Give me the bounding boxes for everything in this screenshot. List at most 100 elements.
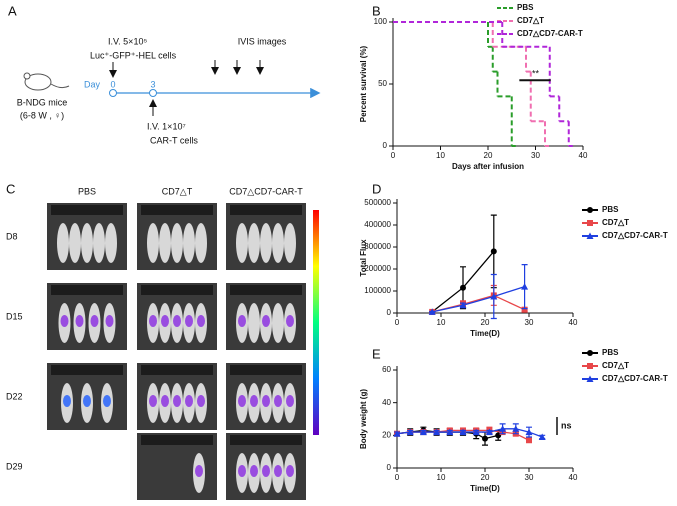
mouse-icon: [24, 73, 52, 91]
signal: [274, 465, 282, 477]
x-tick-label: 0: [391, 151, 396, 160]
y-tick-label: 20: [382, 430, 391, 439]
signal: [262, 465, 270, 477]
signal: [173, 315, 181, 327]
mouse-image: [147, 223, 159, 263]
data-point: [433, 428, 441, 436]
imaging-text: IVIS images: [238, 36, 287, 46]
data-point: [460, 284, 466, 291]
signal: [262, 395, 270, 407]
column-header: CD7△T: [162, 186, 193, 196]
x-tick-label: 40: [569, 473, 578, 482]
image-header: [230, 365, 302, 375]
data-point: [586, 232, 594, 239]
mouse-image: [159, 223, 171, 263]
row-label: D29: [6, 461, 23, 471]
y-tick-label: 100000: [364, 286, 391, 295]
y-tick-label: 100: [374, 17, 388, 26]
image-header: [141, 205, 213, 215]
signal: [286, 465, 294, 477]
mouse-image: [260, 223, 272, 263]
day-label: Day: [84, 79, 101, 89]
x-tick-label: 0: [395, 318, 400, 327]
mice-label: B-NDG mice: [17, 97, 68, 107]
y-axis-title: Total Flux: [359, 239, 368, 277]
column-header: PBS: [78, 186, 96, 196]
signal: [238, 465, 246, 477]
data-point: [490, 293, 498, 300]
panel-label: B: [372, 3, 381, 18]
signal: [262, 315, 270, 327]
y-tick-label: 0: [387, 308, 392, 317]
mouse-image: [81, 223, 93, 263]
data-point: [538, 433, 546, 440]
mouse-image: [183, 223, 195, 263]
injection-text: I.V. 1×10⁷: [147, 121, 186, 131]
injection-text: I.V. 5×10⁵: [108, 36, 147, 46]
data-point: [526, 437, 532, 444]
image-header: [51, 365, 123, 375]
day: 3: [150, 79, 155, 89]
panel-c: C PBS CD7△T CD7△CD7-CAR-T D8 D15 D22 D29: [6, 181, 319, 500]
data-point: [490, 248, 497, 255]
mouse-image: [105, 223, 117, 263]
y-tick-label: 0: [387, 463, 392, 472]
signal: [103, 395, 111, 407]
data-point: [587, 220, 593, 226]
data-point: [393, 430, 401, 437]
data-point: [485, 428, 493, 436]
color-bar: [313, 210, 319, 435]
x-axis-title: Days after infusion: [452, 162, 524, 171]
data-point: [587, 350, 593, 356]
image-header: [51, 205, 123, 215]
signal: [149, 395, 157, 407]
signal: [161, 315, 169, 327]
mouse-image: [195, 223, 207, 263]
data-point: [428, 308, 436, 315]
legend-label: CD7△T: [517, 16, 544, 25]
injection-text: Luc⁺-GFP⁺-HEL cells: [90, 50, 177, 60]
image-header: [141, 285, 213, 295]
y-tick-label: 0: [383, 141, 388, 150]
image-header: [230, 285, 302, 295]
mouse-image: [69, 223, 81, 263]
y-tick-label: 400000: [364, 220, 391, 229]
y-tick-label: 50: [378, 79, 387, 88]
mouse-image: [57, 223, 69, 263]
signal: [173, 395, 181, 407]
y-axis-title: Percent survival (%): [359, 45, 368, 122]
row-label: D8: [6, 231, 18, 241]
image-header: [141, 365, 213, 375]
mice-label: (6-8 W , ♀): [20, 110, 64, 120]
panel-label: A: [8, 3, 17, 18]
signal: [197, 395, 205, 407]
data-point: [482, 435, 488, 442]
image-header: [51, 285, 123, 295]
mouse-image: [248, 223, 260, 263]
x-tick-label: 30: [525, 318, 534, 327]
row-label: D22: [6, 391, 23, 401]
signal: [286, 395, 294, 407]
x-tick-label: 10: [437, 473, 446, 482]
legend-label: PBS: [517, 3, 534, 12]
signal: [274, 395, 282, 407]
x-axis-title: Time(D): [470, 484, 500, 493]
timepoint: [109, 89, 117, 97]
signal: [105, 315, 114, 327]
data-point: [512, 425, 520, 432]
signal: [149, 315, 157, 327]
data-point: [499, 425, 507, 432]
x-tick-label: 30: [525, 473, 534, 482]
legend-label: CD7△T: [602, 218, 629, 227]
x-tick-label: 20: [484, 151, 493, 160]
mouse-image: [248, 303, 260, 343]
legend-label: CD7△CD7-CAR-T: [602, 374, 668, 383]
signal: [60, 315, 69, 327]
significance-label: **: [532, 69, 540, 79]
data-point: [587, 207, 593, 213]
signal: [75, 315, 84, 327]
y-tick-label: 300000: [364, 242, 391, 251]
signal: [286, 315, 294, 327]
mouse-image: [272, 303, 284, 343]
